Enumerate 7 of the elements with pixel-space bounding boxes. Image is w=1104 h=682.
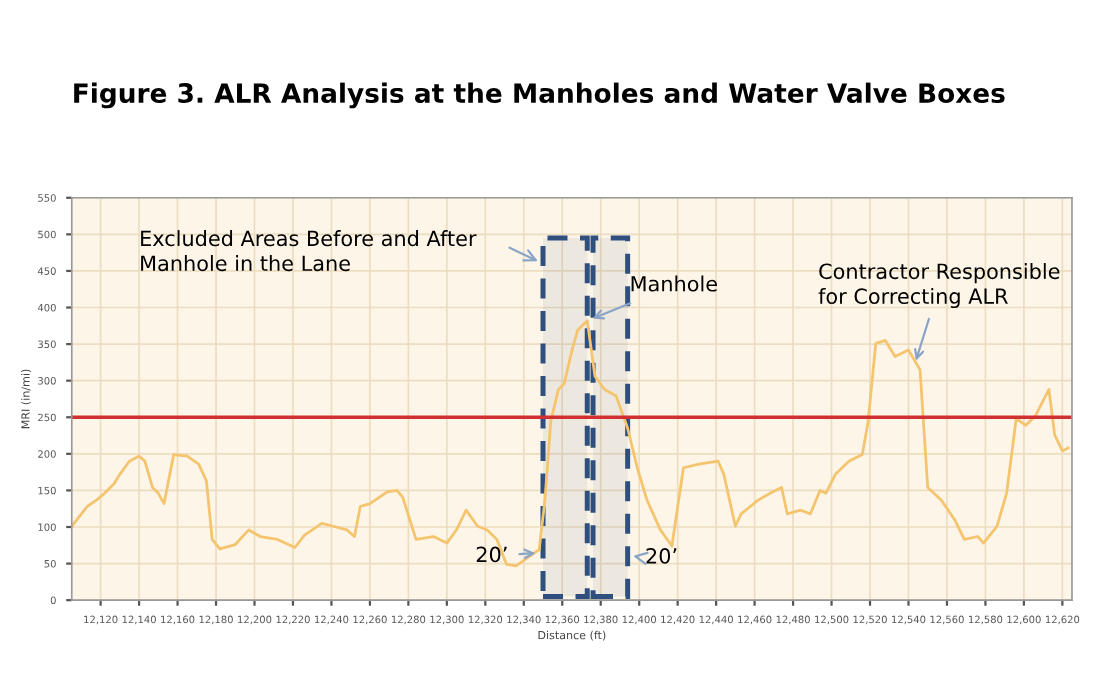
chart-title: Figure 3. ALR Analysis at the Manholes and Water Valve Boxes: [74, 82, 1005, 109]
annotation: Manhole: [631, 275, 717, 292]
annotation: Contractor Responsible for Correcting ALR: [818, 263, 1060, 309]
annotation: Excluded Areas Before and After Manhole in the Lane: [141, 230, 477, 272]
annotation: 20’: [476, 546, 507, 563]
line-series: [71, 319, 1070, 568]
annotation: 20’: [646, 548, 677, 564]
